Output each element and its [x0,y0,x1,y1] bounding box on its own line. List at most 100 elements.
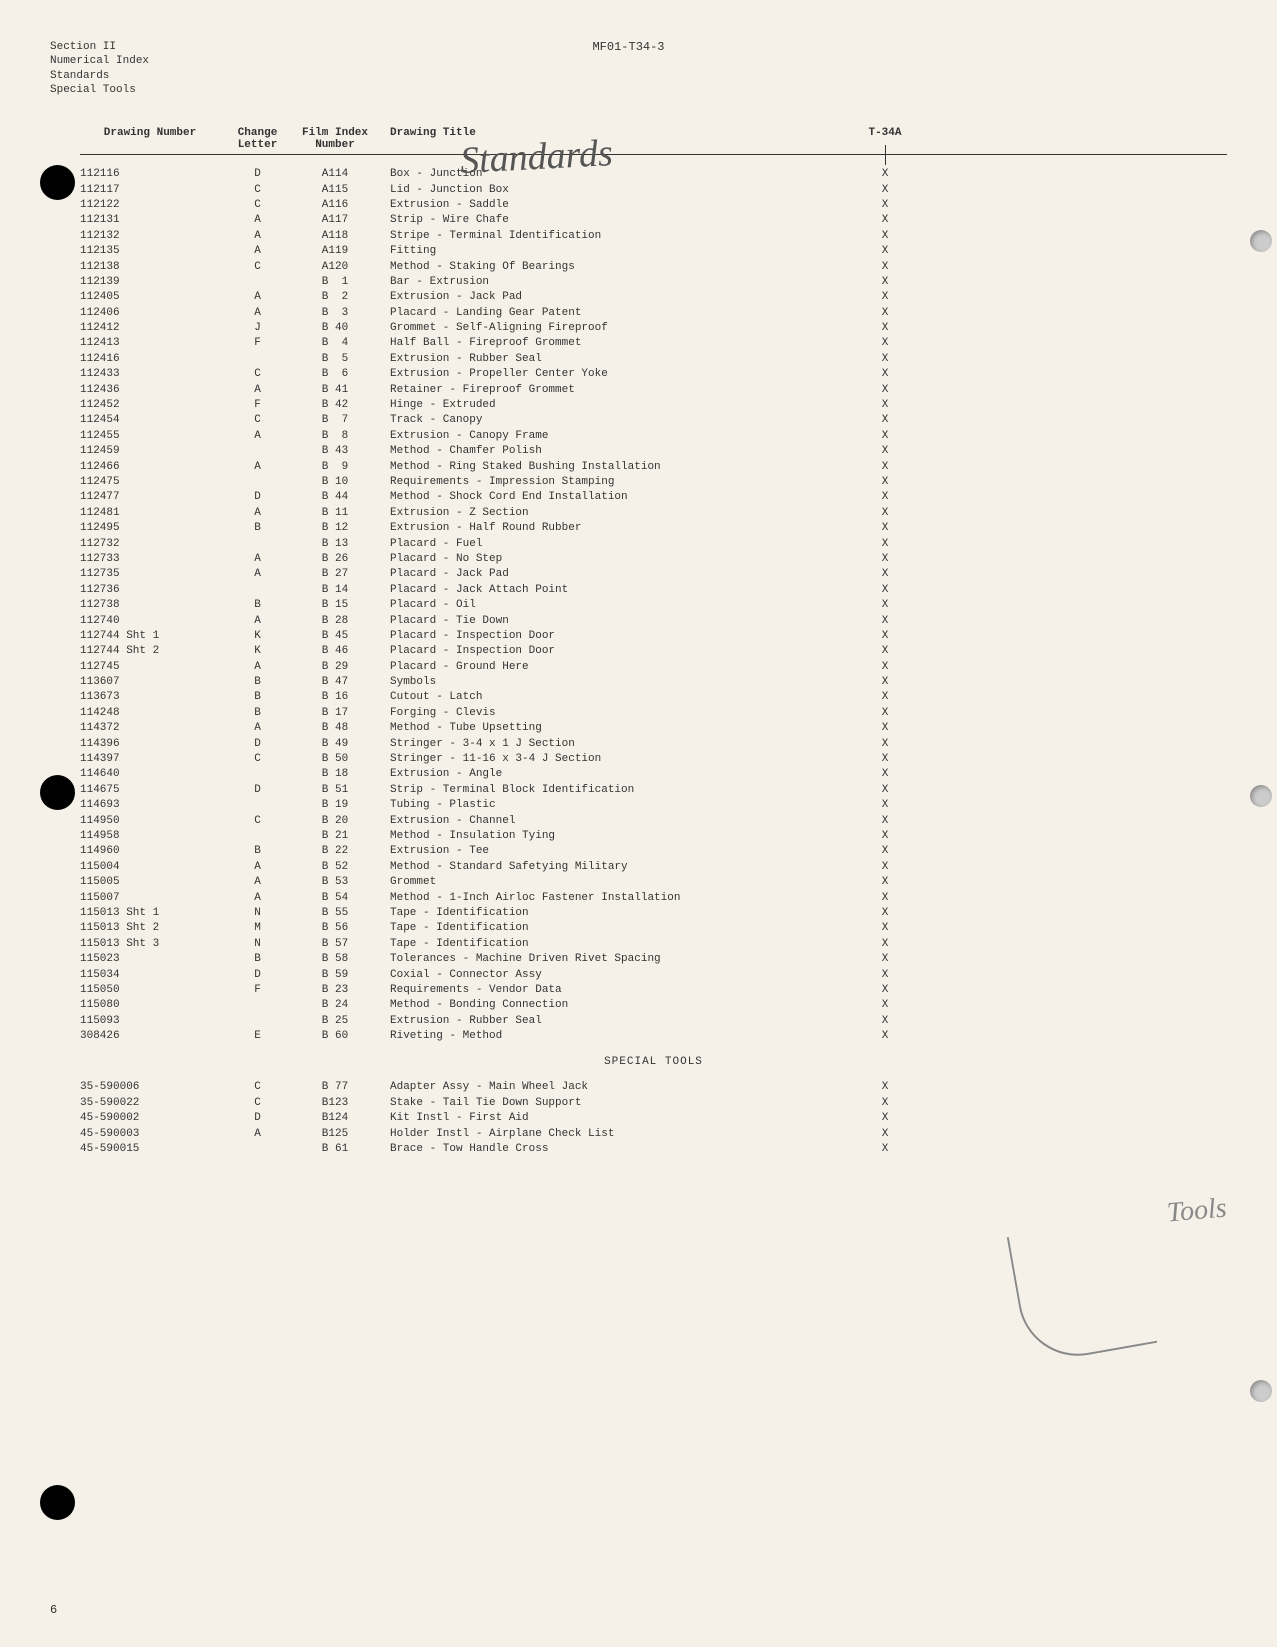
table-row: 35-590006CB 77Adapter Assy - Main Wheel … [80,1080,1227,1095]
cell-film-index: A117 [295,213,375,228]
cell-film-index: B 13 [295,537,375,552]
cell-drawing-number: 114693 [80,798,220,813]
cell-drawing-number: 112132 [80,229,220,244]
section-label: Section II [50,40,330,54]
cell-film-index: B 54 [295,891,375,906]
cell-drawing-number: 112495 [80,521,220,536]
cell-change-letter: D [220,167,295,182]
cell-drawing-title: Forging - Clevis [375,706,855,721]
cell-change-letter: C [220,183,295,198]
cell-film-index: B 53 [295,875,375,890]
cell-change-letter [220,583,295,598]
table-row: 114396DB 49Stringer - 3-4 x 1 J SectionX [80,737,1227,752]
cell-drawing-title: Placard - Tie Down [375,614,855,629]
cell-drawing-title: Hinge - Extruded [375,398,855,413]
cell-change-letter [220,537,295,552]
cell-drawing-title: Method - Tube Upsetting [375,721,855,736]
cell-t34a: X [855,336,915,351]
handwritten-arrow [1007,1215,1158,1366]
table-row: 112139B 1Bar - ExtrusionX [80,275,1227,290]
cell-drawing-number: 308426 [80,1029,220,1044]
cell-drawing-title: Requirements - Vendor Data [375,983,855,998]
cell-change-letter [220,829,295,844]
table-row: 112131AA117Strip - Wire ChafeX [80,213,1227,228]
cell-t34a: X [855,968,915,983]
cell-t34a: X [855,490,915,505]
cell-drawing-number: 114396 [80,737,220,752]
cell-t34a: X [855,998,915,1013]
cell-change-letter: K [220,644,295,659]
page-number: 6 [50,1603,57,1617]
cell-drawing-number: 112732 [80,537,220,552]
cell-drawing-number: 112454 [80,413,220,428]
cell-drawing-title: Placard - Inspection Door [375,629,855,644]
cell-drawing-title: Method - 1-Inch Airloc Fastener Installa… [375,891,855,906]
header-text: Film Index Number [302,127,368,151]
handwritten-tools: Tools [1166,1192,1228,1229]
cell-film-index: B 8 [295,429,375,444]
table-row: 115034DB 59Coxial - Connector AssyX [80,968,1227,983]
cell-film-index: A118 [295,229,375,244]
cell-t34a: X [855,629,915,644]
cell-film-index: B 2 [295,290,375,305]
cell-t34a: X [855,167,915,182]
cell-film-index: B 11 [295,506,375,521]
cell-drawing-number: 115013 Sht 3 [80,937,220,952]
cell-t34a: X [855,183,915,198]
cell-drawing-title: Track - Canopy [375,413,855,428]
cell-change-letter: B [220,706,295,721]
cell-drawing-number: 112744 Sht 2 [80,644,220,659]
cell-drawing-title: Extrusion - Channel [375,814,855,829]
table-header: Drawing Number Change Letter Film Index … [80,127,1227,155]
punch-dot [40,775,75,810]
table-row: 115093B 25Extrusion - Rubber SealX [80,1014,1227,1029]
cell-drawing-title: Brace - Tow Handle Cross [375,1142,855,1157]
cell-t34a: X [855,860,915,875]
header-text: Change Letter [238,127,278,151]
cell-drawing-title: Tolerances - Machine Driven Rivet Spacin… [375,952,855,967]
cell-t34a: X [855,506,915,521]
down-arrow-icon [885,145,886,165]
cell-film-index: B 47 [295,675,375,690]
table-row: 115007AB 54Method - 1-Inch Airloc Fasten… [80,891,1227,906]
table-row: 114372AB 48Method - Tube UpsettingX [80,721,1227,736]
cell-drawing-number: 112405 [80,290,220,305]
cell-change-letter: A [220,1127,295,1142]
cell-drawing-title: Tape - Identification [375,937,855,952]
cell-t34a: X [855,1127,915,1142]
cell-drawing-number: 112433 [80,367,220,382]
cell-change-letter: D [220,737,295,752]
cell-film-index: B 20 [295,814,375,829]
cell-change-letter: A [220,213,295,228]
cell-change-letter: A [220,552,295,567]
cell-drawing-title: Method - Staking Of Bearings [375,260,855,275]
cell-drawing-title: Placard - Jack Pad [375,567,855,582]
cell-drawing-title: Fitting [375,244,855,259]
standards-label: Standards [50,69,330,83]
cell-t34a: X [855,1014,915,1029]
cell-change-letter: D [220,490,295,505]
cell-film-index: B 42 [295,398,375,413]
hole-punch [1250,230,1272,252]
header-text: T-34A [868,127,901,139]
cell-film-index: A116 [295,198,375,213]
cell-drawing-number: 112412 [80,321,220,336]
cell-drawing-number: 115050 [80,983,220,998]
cell-drawing-number: 112740 [80,614,220,629]
cell-change-letter: F [220,398,295,413]
cell-film-index: B 21 [295,829,375,844]
cell-t34a: X [855,383,915,398]
cell-drawing-number: 112138 [80,260,220,275]
cell-t34a: X [855,875,915,890]
cell-film-index: B 59 [295,968,375,983]
cell-drawing-number: 115013 Sht 1 [80,906,220,921]
cell-t34a: X [855,644,915,659]
cell-t34a: X [855,306,915,321]
table-row: 112416B 5Extrusion - Rubber SealX [80,352,1227,367]
doc-number: MF01-T34-3 [330,40,927,97]
cell-drawing-number: 115093 [80,1014,220,1029]
cell-drawing-title: Tape - Identification [375,906,855,921]
cell-drawing-title: Extrusion - Saddle [375,198,855,213]
cell-drawing-title: Extrusion - Propeller Center Yoke [375,367,855,382]
cell-t34a: X [855,198,915,213]
